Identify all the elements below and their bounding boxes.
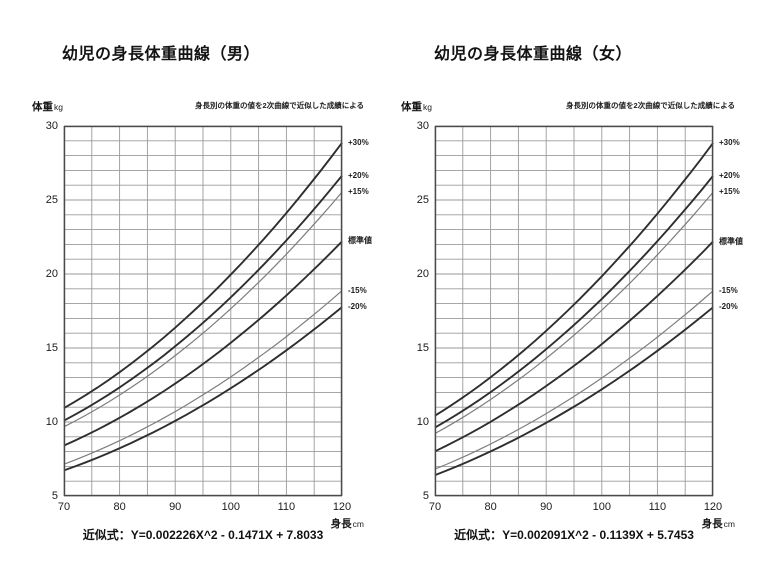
chart-subtitle: 身長別の体重の値を2次曲線で近似した成績による (566, 101, 735, 110)
series-curve-5 (434, 306, 714, 476)
y-tick-label: 10 (416, 416, 429, 428)
x-tick-label: 110 (277, 501, 296, 513)
y-tick-label: 20 (416, 268, 429, 280)
chart-title-boys: 幼児の身長体重曲線（男） (62, 46, 261, 63)
x-axis-title-text: 身長 (330, 518, 352, 530)
x-tick-label: 80 (113, 501, 126, 513)
y-tick-label: 25 (416, 194, 429, 206)
y-axis-unit: kg (423, 102, 432, 112)
y-axis-unit: kg (54, 102, 63, 112)
x-axis-unit: cm (723, 519, 735, 529)
x-axis-title: 身長cm (435, 514, 735, 532)
x-tick-label: 120 (332, 501, 352, 513)
x-tick-label: 90 (540, 501, 553, 513)
x-tick-label: 120 (703, 501, 723, 513)
chart-title-girls: 幼児の身長体重曲線（女） (434, 46, 633, 63)
series-label: 標準値 (348, 236, 372, 246)
y-tick-label: 30 (45, 120, 58, 132)
plot-border (434, 125, 714, 497)
series-curve-3 (434, 240, 714, 453)
x-axis-unit: cm (352, 519, 364, 529)
series-curve-2 (434, 192, 714, 435)
approximation-formula: 近似式：Y=0.002226X^2 - 0.1471X + 7.8033 (82, 528, 324, 542)
x-tick-label: 90 (169, 501, 182, 513)
series-label: -20% (348, 302, 367, 312)
series-label: -20% (719, 302, 738, 312)
plot-svg (434, 125, 714, 497)
plot-svg (63, 125, 343, 497)
y-axis-title-text: 体重 (32, 101, 53, 113)
x-tick-label: 100 (592, 501, 611, 513)
x-axis-title: 身長cm (64, 514, 364, 532)
x-tick-label: 110 (648, 501, 667, 513)
y-axis-title: 体重kg (401, 97, 432, 115)
x-axis-title-text: 身長 (701, 518, 723, 530)
series-curve-4 (434, 290, 714, 470)
x-tick-label: 80 (484, 501, 497, 513)
series-curve-0 (63, 142, 343, 409)
series-curve-3 (63, 240, 343, 447)
series-curve-0 (434, 142, 714, 417)
series-curve-4 (63, 290, 343, 465)
approximation-formula: 近似式：Y=0.002091X^2 - 0.1139X + 5.7453 (454, 528, 694, 542)
series-label: +30% (719, 138, 740, 148)
chart-panel-girls: 幼児の身長体重曲線（女） 体重kg 身長別の体重の値を2次曲線で近似した成績によ… (384, 0, 768, 576)
plot-area: 5 10 15 20 25 30 70 80 90 100 110 120 +30% +20% +15% 標準… (46, 120, 372, 513)
chart-subtitle: 身長別の体重の値を2次曲線で近似した成績による (195, 101, 364, 110)
y-tick-label: 15 (416, 342, 429, 354)
y-tick-label: 5 (422, 490, 429, 502)
series-label: -15% (348, 285, 367, 295)
series-label: +15% (348, 187, 369, 196)
y-tick-label: 15 (45, 342, 58, 354)
y-axis-title-text: 体重 (401, 101, 422, 113)
plot-area: 5 10 15 20 25 30 70 80 90 100 110 120 +30% +20% +15% 標準… (417, 120, 743, 513)
y-tick-label: 5 (51, 490, 58, 502)
series-curve-1 (63, 174, 343, 422)
series-curve-2 (63, 191, 343, 428)
series-label: +20% (348, 170, 369, 180)
x-tick-label: 100 (221, 501, 240, 513)
series-label: 標準値 (719, 236, 743, 246)
x-tick-label: 70 (428, 501, 442, 513)
series-label: +20% (719, 170, 740, 180)
series-curve-5 (63, 306, 343, 472)
y-tick-label: 30 (416, 120, 429, 132)
y-tick-label: 20 (45, 268, 58, 280)
chart-panel-boys: 幼児の身長体重曲線（男） 体重kg 身長別の体重の値を2次曲線で近似した成績によ… (32, 46, 372, 542)
series-label: +30% (348, 137, 369, 147)
series-label: -15% (719, 285, 738, 295)
series-label: +15% (719, 187, 740, 197)
y-tick-label: 25 (45, 194, 58, 206)
x-tick-label: 70 (57, 501, 71, 513)
series-curve-1 (434, 175, 714, 429)
y-tick-label: 10 (45, 416, 58, 428)
y-axis-title: 体重kg (32, 97, 63, 115)
plot-border (63, 125, 343, 497)
